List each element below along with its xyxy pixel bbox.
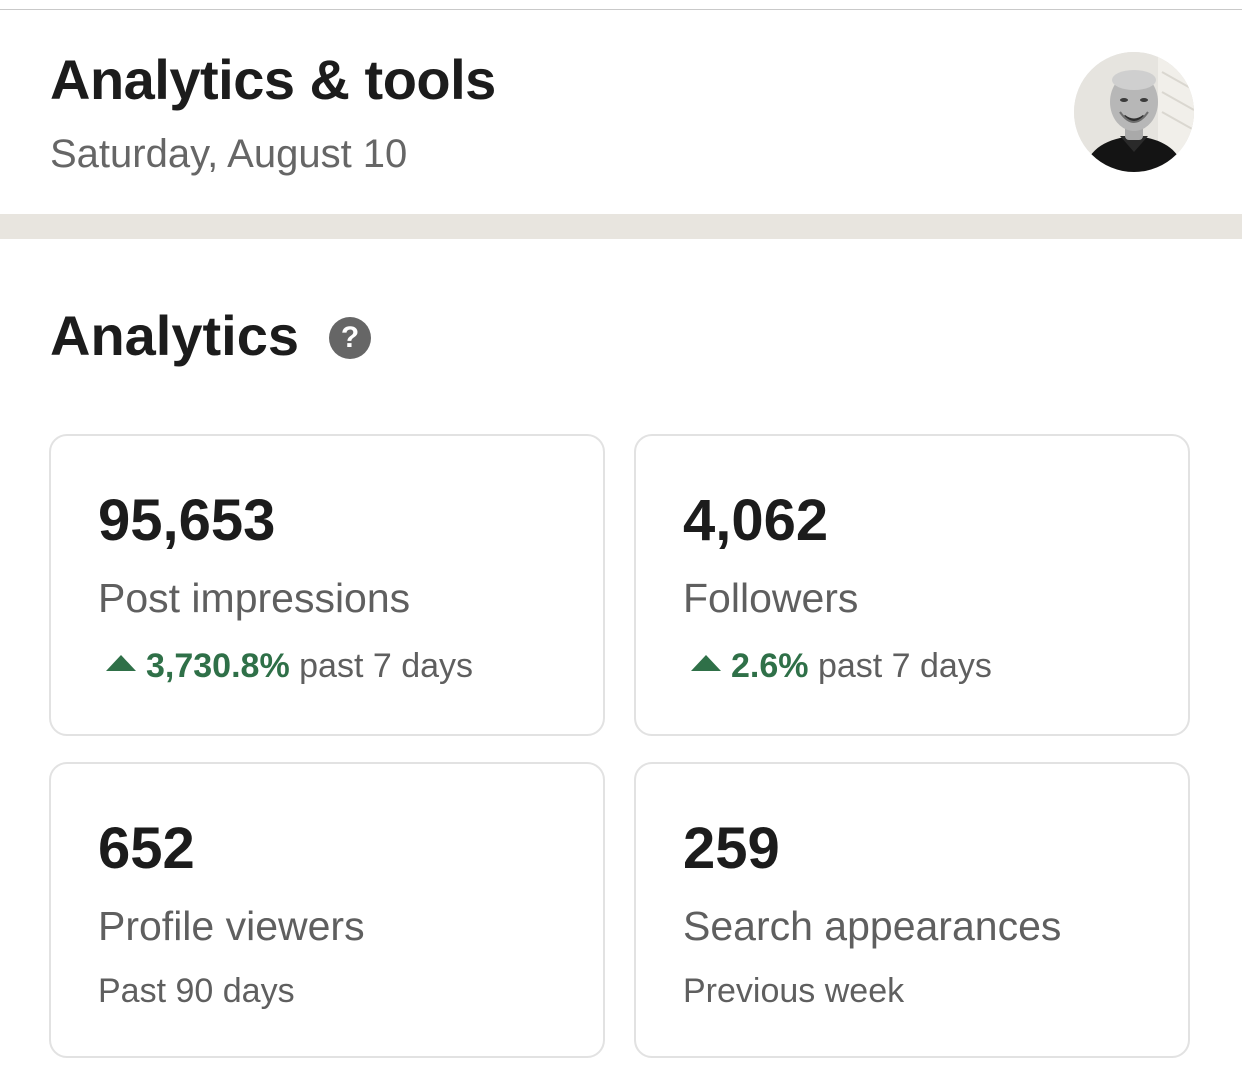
trend-period: past 7 days: [299, 647, 474, 685]
stat-value: 4,062: [683, 488, 829, 553]
top-rule: [0, 0, 1242, 10]
page-title: Analytics & tools: [50, 48, 496, 111]
stat-trend: 2.6% past 7 days: [691, 649, 992, 683]
stat-value: 95,653: [98, 488, 276, 553]
trend-percent: 3,730.8%: [146, 647, 290, 685]
stat-card-profile-viewers[interactable]: 652 Profile viewers Past 90 days: [49, 762, 605, 1058]
section-divider: [0, 214, 1242, 239]
avatar[interactable]: [1074, 52, 1194, 172]
trend-percent: 2.6%: [731, 647, 809, 685]
triangle-up-icon: [106, 655, 136, 671]
header: Analytics & tools Saturday, August 10: [0, 10, 1242, 214]
stat-label: Followers: [683, 575, 859, 621]
stat-label: Profile viewers: [98, 903, 365, 949]
stat-subtext: Past 90 days: [98, 972, 295, 1010]
stat-card-followers[interactable]: 4,062 Followers 2.6% past 7 days: [634, 434, 1190, 736]
trend-period: past 7 days: [817, 647, 992, 685]
stat-value: 652: [98, 816, 195, 881]
question-circle-icon[interactable]: ?: [329, 317, 371, 359]
stat-value: 259: [683, 816, 780, 881]
stat-card-post-impressions[interactable]: 95,653 Post impressions 3,730.8% past 7 …: [49, 434, 605, 736]
stat-subtext: Previous week: [683, 972, 905, 1010]
page-date: Saturday, August 10: [50, 132, 408, 176]
section-title-analytics: Analytics: [50, 304, 299, 367]
stat-label: Post impressions: [98, 575, 411, 621]
triangle-up-icon: [691, 655, 721, 671]
stat-label: Search appearances: [683, 903, 1062, 949]
stat-trend: 3,730.8% past 7 days: [106, 649, 473, 683]
stat-card-search-appearances[interactable]: 259 Search appearances Previous week: [634, 762, 1190, 1058]
user-avatar-photo: [1074, 52, 1194, 172]
